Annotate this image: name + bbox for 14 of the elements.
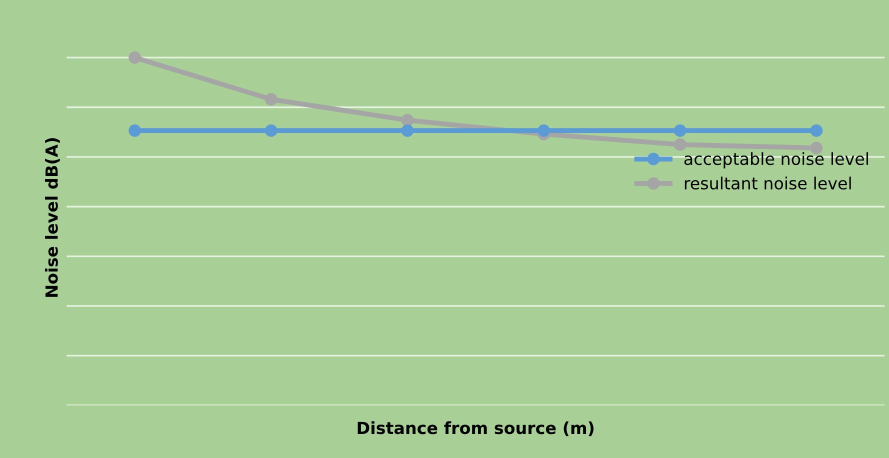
x-axis-title: Distance from source (m) xyxy=(358,421,594,436)
point xyxy=(401,124,414,137)
point xyxy=(674,124,686,137)
legend-label: acceptable noise level xyxy=(684,152,868,168)
point xyxy=(538,124,550,137)
point xyxy=(128,51,142,64)
point xyxy=(674,138,686,151)
point xyxy=(264,93,278,106)
point xyxy=(128,124,142,137)
point xyxy=(401,114,414,126)
point xyxy=(264,124,278,137)
y-axis-title: Noise level dB(A) xyxy=(44,138,60,297)
legend-label: resultant noise level xyxy=(684,176,851,190)
point xyxy=(810,124,823,137)
